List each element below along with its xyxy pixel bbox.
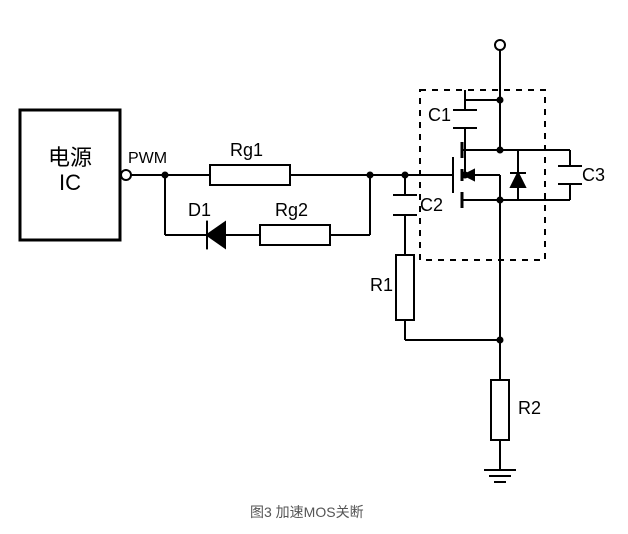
circuit-diagram: 电源 IC PWM Rg1 D1 Rg2 C1 C2 C3 R1 R2 图3 加… xyxy=(0,0,628,534)
c2-label: C2 xyxy=(420,195,443,216)
schematic-svg xyxy=(0,0,628,534)
ic-label-line2: IC xyxy=(32,170,108,196)
rg1-label: Rg1 xyxy=(230,140,263,161)
ic-label-line1: 电源 xyxy=(32,140,108,172)
r1-label: R1 xyxy=(370,275,393,296)
c1-label: C1 xyxy=(428,105,451,126)
figure-caption: 图3 加速MOS关断 xyxy=(250,502,364,522)
d1-label: D1 xyxy=(188,200,211,221)
pwm-label: PWM xyxy=(128,150,167,168)
c3-label: C3 xyxy=(582,165,605,186)
r2-label: R2 xyxy=(518,398,541,419)
rg2-label: Rg2 xyxy=(275,200,308,221)
